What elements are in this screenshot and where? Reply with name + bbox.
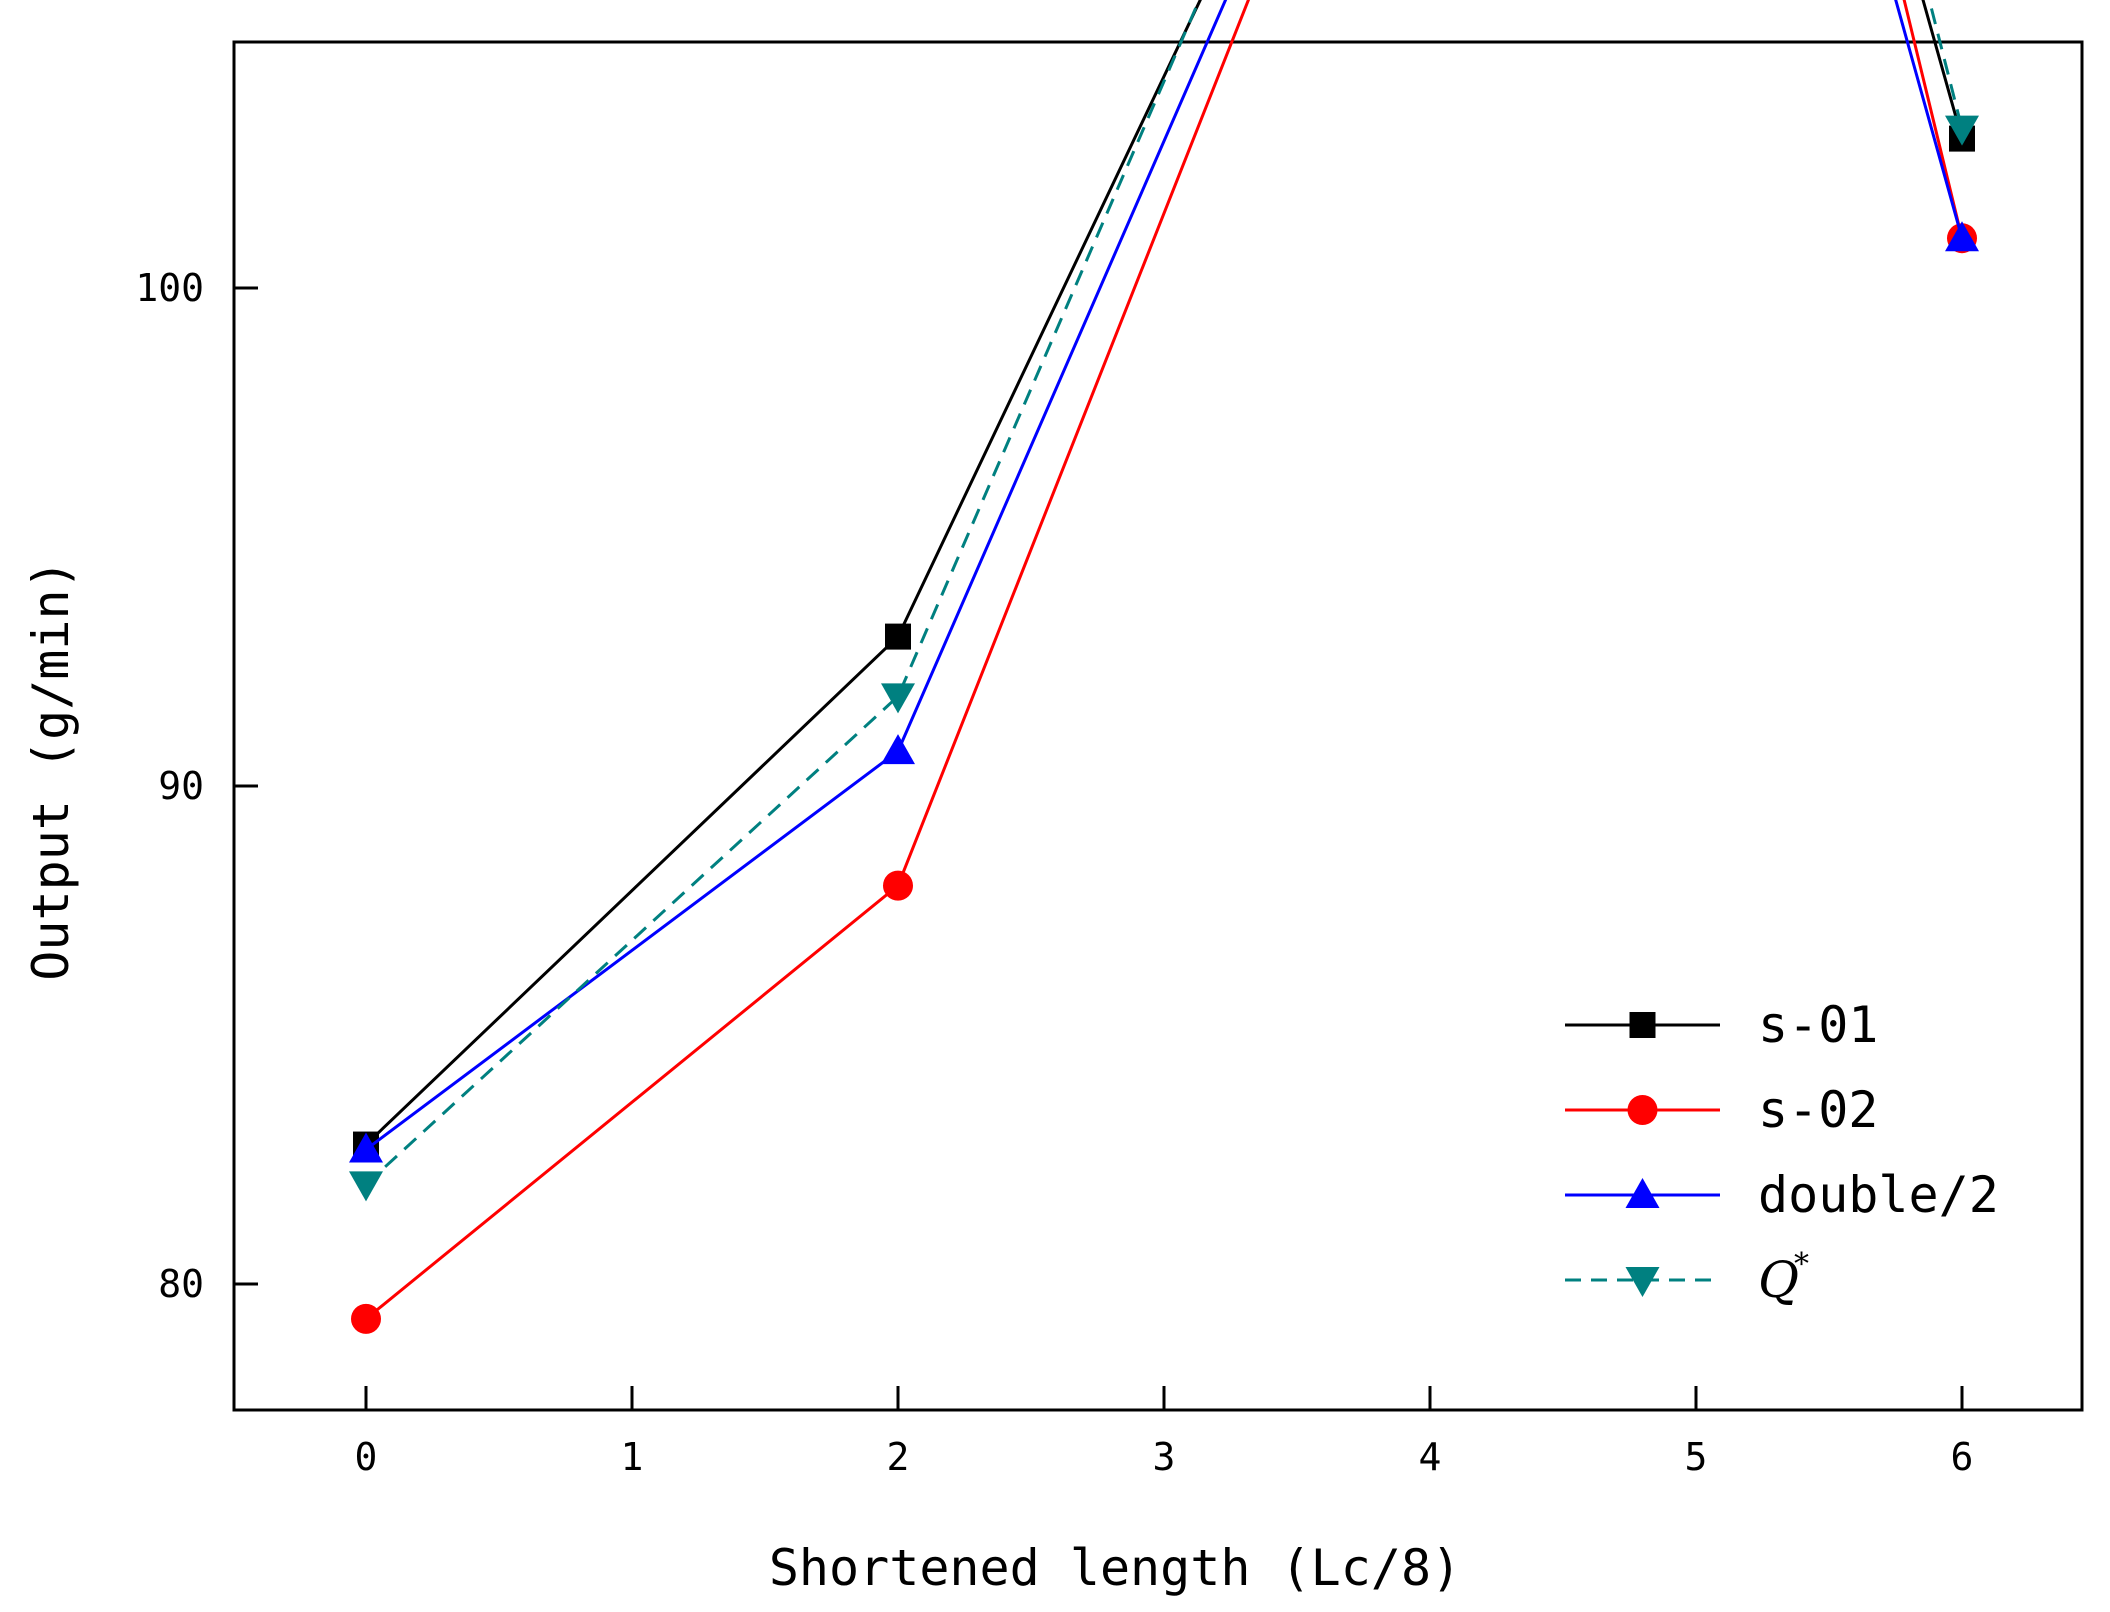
data-point [883,870,913,901]
legend-item: s-02 [1565,1081,1878,1139]
legend-item: Q* [1565,1247,1809,1309]
legend-marker [1625,1178,1660,1208]
legend-marker [1625,1267,1660,1297]
plot-frame [232,40,2084,1412]
x-tick-label: 1 [621,1435,644,1479]
data-point [349,1132,383,1163]
data-point [881,683,915,714]
legend-label: s-02 [1758,1081,1878,1139]
series-1 [353,0,1975,1158]
y-axis-title: Output (g/min) [22,559,80,980]
series-3 [349,0,1979,1163]
legend-label: Q [1758,1251,1799,1309]
legend-marker [1629,1012,1656,1038]
x-axis-title: Shortened length (Lc/8) [769,1539,1461,1597]
data-point [885,623,911,650]
x-tick-label: 4 [1419,1435,1442,1479]
data-point [881,734,915,765]
legend-item: s-01 [1565,996,1878,1054]
legend-item: double/2 [1565,1166,1999,1224]
x-tick-label: 3 [1153,1435,1176,1479]
legend: s-01 s-02 double/2 Q* [1565,996,1999,1309]
legend-label: s-01 [1758,996,1878,1054]
series-group [349,0,1979,1334]
data-point [1945,221,1979,252]
y-tick-label: 90 [158,764,204,808]
data-point [351,1303,381,1334]
x-tick-label: 6 [1951,1435,1974,1479]
series-4 [349,0,1979,1202]
legend-label-superscript: * [1794,1247,1809,1282]
x-tick-label: 0 [355,1435,378,1479]
x-tick-label: 2 [887,1435,910,1479]
series-line [365,0,1964,1151]
data-point [349,1171,383,1202]
series-line [364,0,1964,1186]
data-point [1945,115,1979,146]
x-tick-label: 5 [1685,1435,1708,1479]
plot-area: 01234568090100110120130 [135,40,2084,1479]
y-tick-label: 100 [135,266,204,310]
legend-marker [1627,1095,1658,1125]
legend-label: double/2 [1758,1166,1999,1224]
series-line [365,0,1964,1321]
y-tick-label: 80 [158,1262,204,1306]
series-2 [351,0,1977,1334]
series-line [364,0,1964,1146]
